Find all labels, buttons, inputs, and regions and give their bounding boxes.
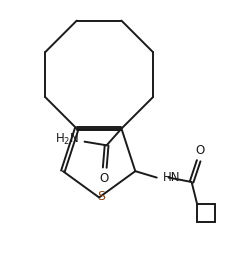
Text: O: O: [195, 144, 204, 157]
Text: H$_2$N: H$_2$N: [54, 132, 79, 147]
Text: O: O: [99, 172, 108, 185]
Text: HN: HN: [162, 171, 180, 184]
Text: S: S: [98, 190, 106, 203]
